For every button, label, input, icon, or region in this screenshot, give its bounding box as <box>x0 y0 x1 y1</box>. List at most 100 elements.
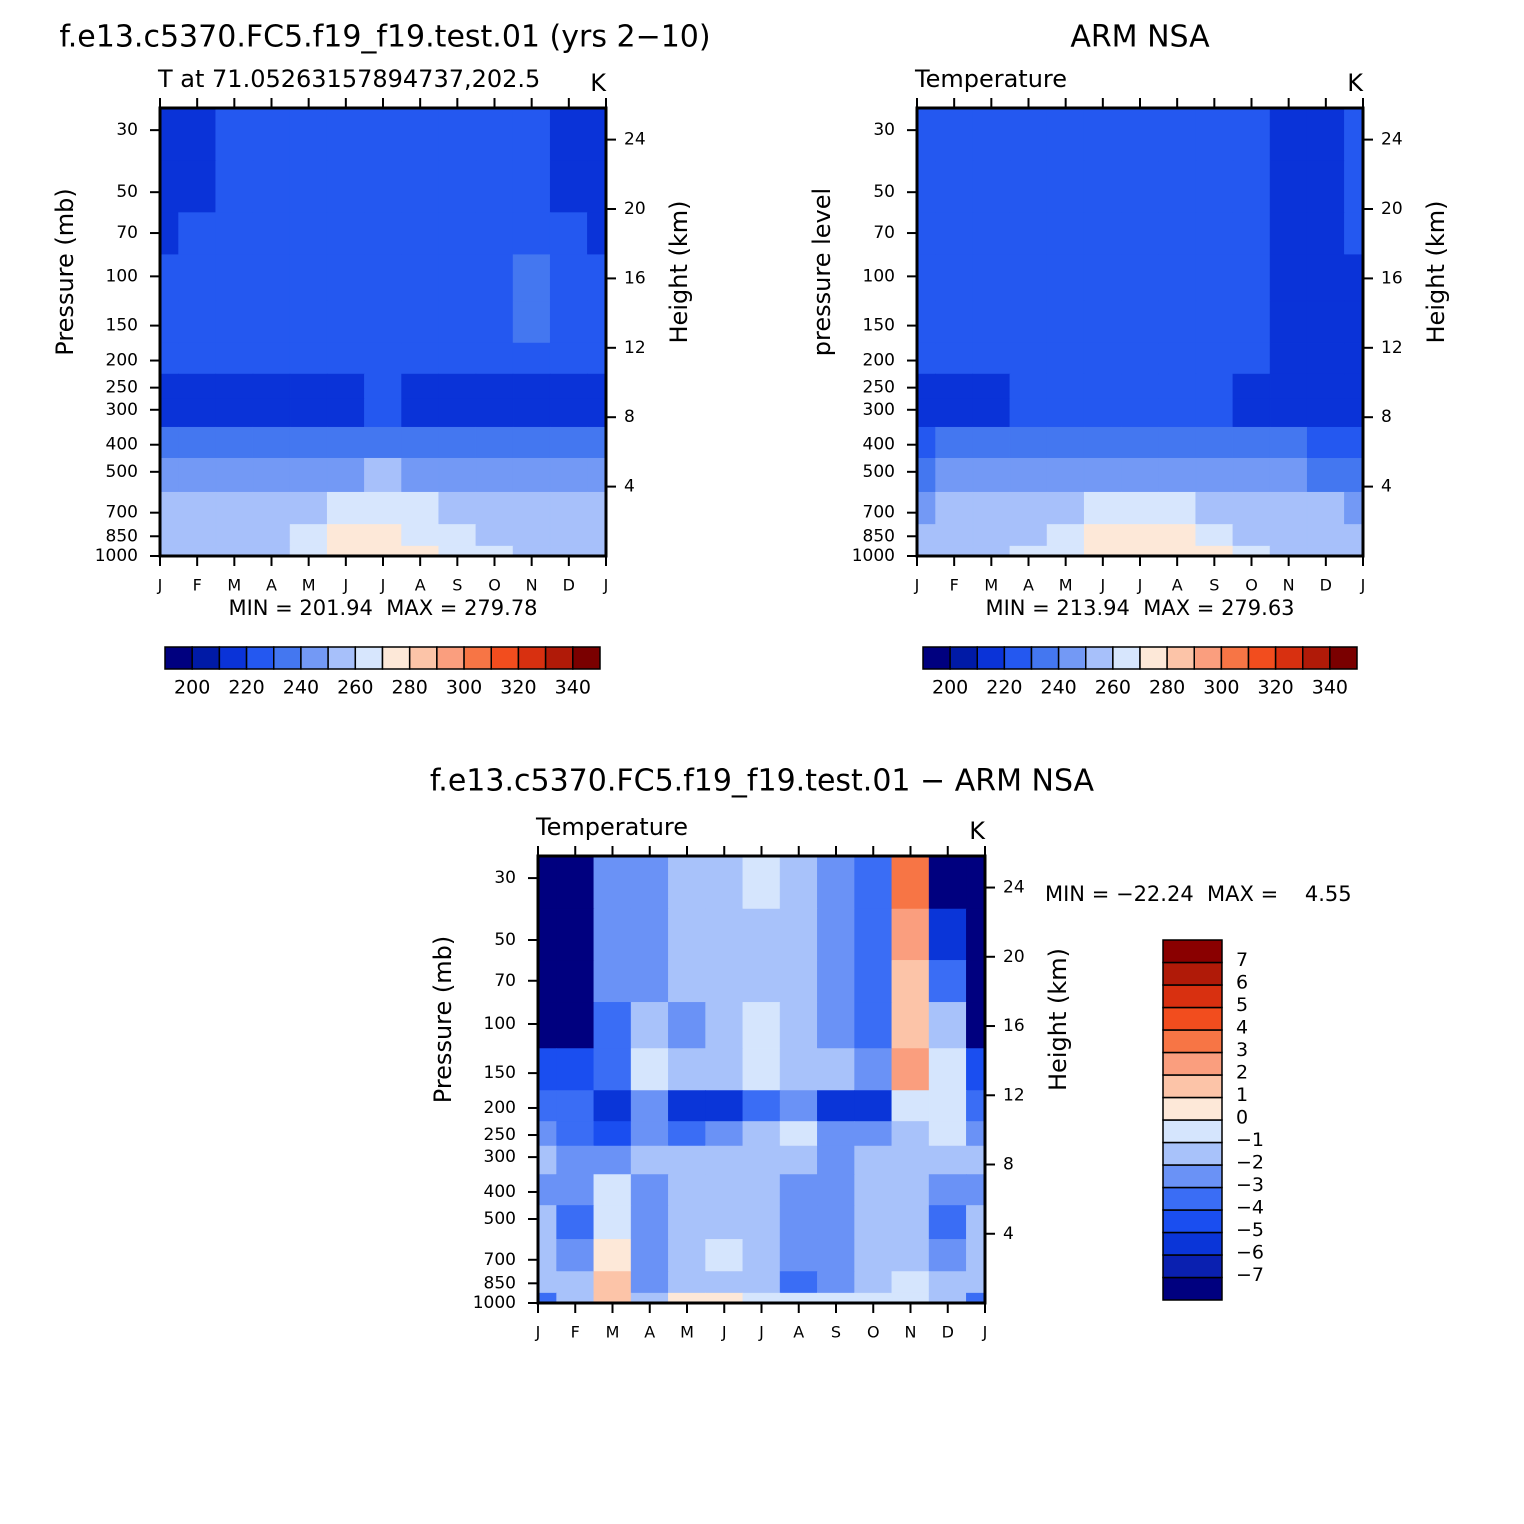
x-tick-label: J <box>982 1323 988 1342</box>
contour-cell <box>587 491 607 525</box>
contour-cell <box>438 491 477 525</box>
y-tick-label: 1000 <box>852 546 895 566</box>
contour-cell <box>928 1205 967 1240</box>
contour-cell <box>475 524 514 547</box>
contour-cell <box>178 107 217 162</box>
contour-cell <box>549 373 588 400</box>
contour-cell <box>854 1121 893 1147</box>
contour-cell <box>178 398 217 428</box>
contour-cell <box>593 1090 632 1122</box>
contour-cell <box>289 342 328 375</box>
contour-cell <box>326 491 365 525</box>
contour-cell <box>593 1145 632 1175</box>
contour-cell <box>438 342 477 375</box>
contour-cell <box>537 1271 557 1294</box>
contour-cell <box>1195 212 1234 256</box>
y2-tick-label: 12 <box>1003 1085 1025 1105</box>
contour-cell <box>1232 342 1271 375</box>
contour-cell <box>1269 524 1308 547</box>
colorbar-box <box>1162 1119 1223 1144</box>
x-tick-label: O <box>867 1323 880 1342</box>
contour-cell <box>668 908 706 961</box>
contour-cell <box>1009 254 1048 302</box>
contour-cell <box>1046 342 1085 375</box>
contour-cell <box>1158 398 1197 428</box>
contour-cell <box>779 960 818 1003</box>
contour-cell <box>1158 160 1197 213</box>
colorbar-box <box>164 646 193 670</box>
x-tick-label: J <box>721 1323 727 1342</box>
colorbar-label: 220 <box>228 677 264 699</box>
contour-cell <box>587 300 607 344</box>
contour-cell <box>289 254 328 302</box>
contour-cell <box>668 1121 706 1147</box>
contour-cell <box>779 1002 818 1049</box>
contour-cell <box>742 908 781 961</box>
contour-cell <box>1046 524 1085 547</box>
contour-cell <box>587 398 607 428</box>
contour-cell <box>1046 107 1085 162</box>
contour-cell <box>1009 107 1048 162</box>
y2-axis-label: Height (km) <box>1044 948 1072 1091</box>
y2-tick-label: 12 <box>624 338 646 358</box>
colorbar-box <box>381 646 411 670</box>
contour-cell <box>1195 160 1234 213</box>
x-tick-label: A <box>415 576 426 595</box>
contour-cell <box>1232 398 1271 428</box>
colorbar-label: 260 <box>337 677 373 699</box>
contour-cell <box>537 1145 557 1175</box>
colorbar-label: 240 <box>1040 677 1076 699</box>
x-tick-label: O <box>1245 576 1258 595</box>
contour-cell <box>891 1239 930 1272</box>
contour-cell <box>854 855 893 910</box>
contour-cell <box>215 373 254 400</box>
contour-cell <box>935 107 974 162</box>
y2-tick-label: 8 <box>1003 1155 1014 1175</box>
contour-cell <box>928 1174 967 1206</box>
contour-cell <box>630 1205 669 1240</box>
contour-cell <box>215 524 254 547</box>
contour-cell <box>817 1174 855 1206</box>
y-tick-label: 500 <box>484 1209 516 1229</box>
contour-cell <box>1344 300 1364 344</box>
contour-cell <box>779 1205 818 1240</box>
contour-cell <box>928 1048 967 1091</box>
contour-cell <box>916 491 936 525</box>
contour-cell <box>178 426 217 459</box>
contour-cell <box>972 300 1011 344</box>
x-tick-label: S <box>1209 576 1219 595</box>
contour-cell <box>630 908 669 961</box>
contour-cell <box>475 426 514 459</box>
colorbar-box <box>191 646 221 670</box>
contour-cell <box>1083 107 1122 162</box>
colorbar-box <box>1162 1006 1223 1031</box>
contour-cell <box>289 491 328 525</box>
contour-cell <box>972 457 1011 493</box>
contour-cell <box>705 1002 744 1049</box>
contour-cell <box>928 1271 967 1294</box>
contour-cell <box>1306 212 1345 256</box>
y2-tick-label: 8 <box>624 407 635 427</box>
contour-cell <box>779 855 818 910</box>
contour-cell <box>475 457 514 493</box>
contour-cell <box>252 342 291 375</box>
contour-cell <box>587 160 607 213</box>
contour-cell <box>364 160 402 213</box>
x-tick-label: O <box>488 576 501 595</box>
contour-cell <box>928 1002 967 1049</box>
y-tick-label: 500 <box>863 462 895 482</box>
contour-cell <box>252 160 291 213</box>
colorbar-label: 240 <box>283 677 319 699</box>
contour-cell <box>817 1145 855 1175</box>
y2-tick-label: 24 <box>1003 878 1025 898</box>
contour-cell <box>549 254 588 302</box>
colorbar-label: −1 <box>1236 1129 1264 1151</box>
contour-cell <box>1083 398 1122 428</box>
contour-cell <box>854 1271 893 1294</box>
contour-cell <box>401 300 440 344</box>
contour-cell <box>1269 107 1308 162</box>
y-tick-label: 150 <box>484 1063 516 1083</box>
contour-cell <box>512 373 551 400</box>
colorbar-box <box>1162 961 1223 986</box>
contour-cell <box>966 1121 986 1147</box>
